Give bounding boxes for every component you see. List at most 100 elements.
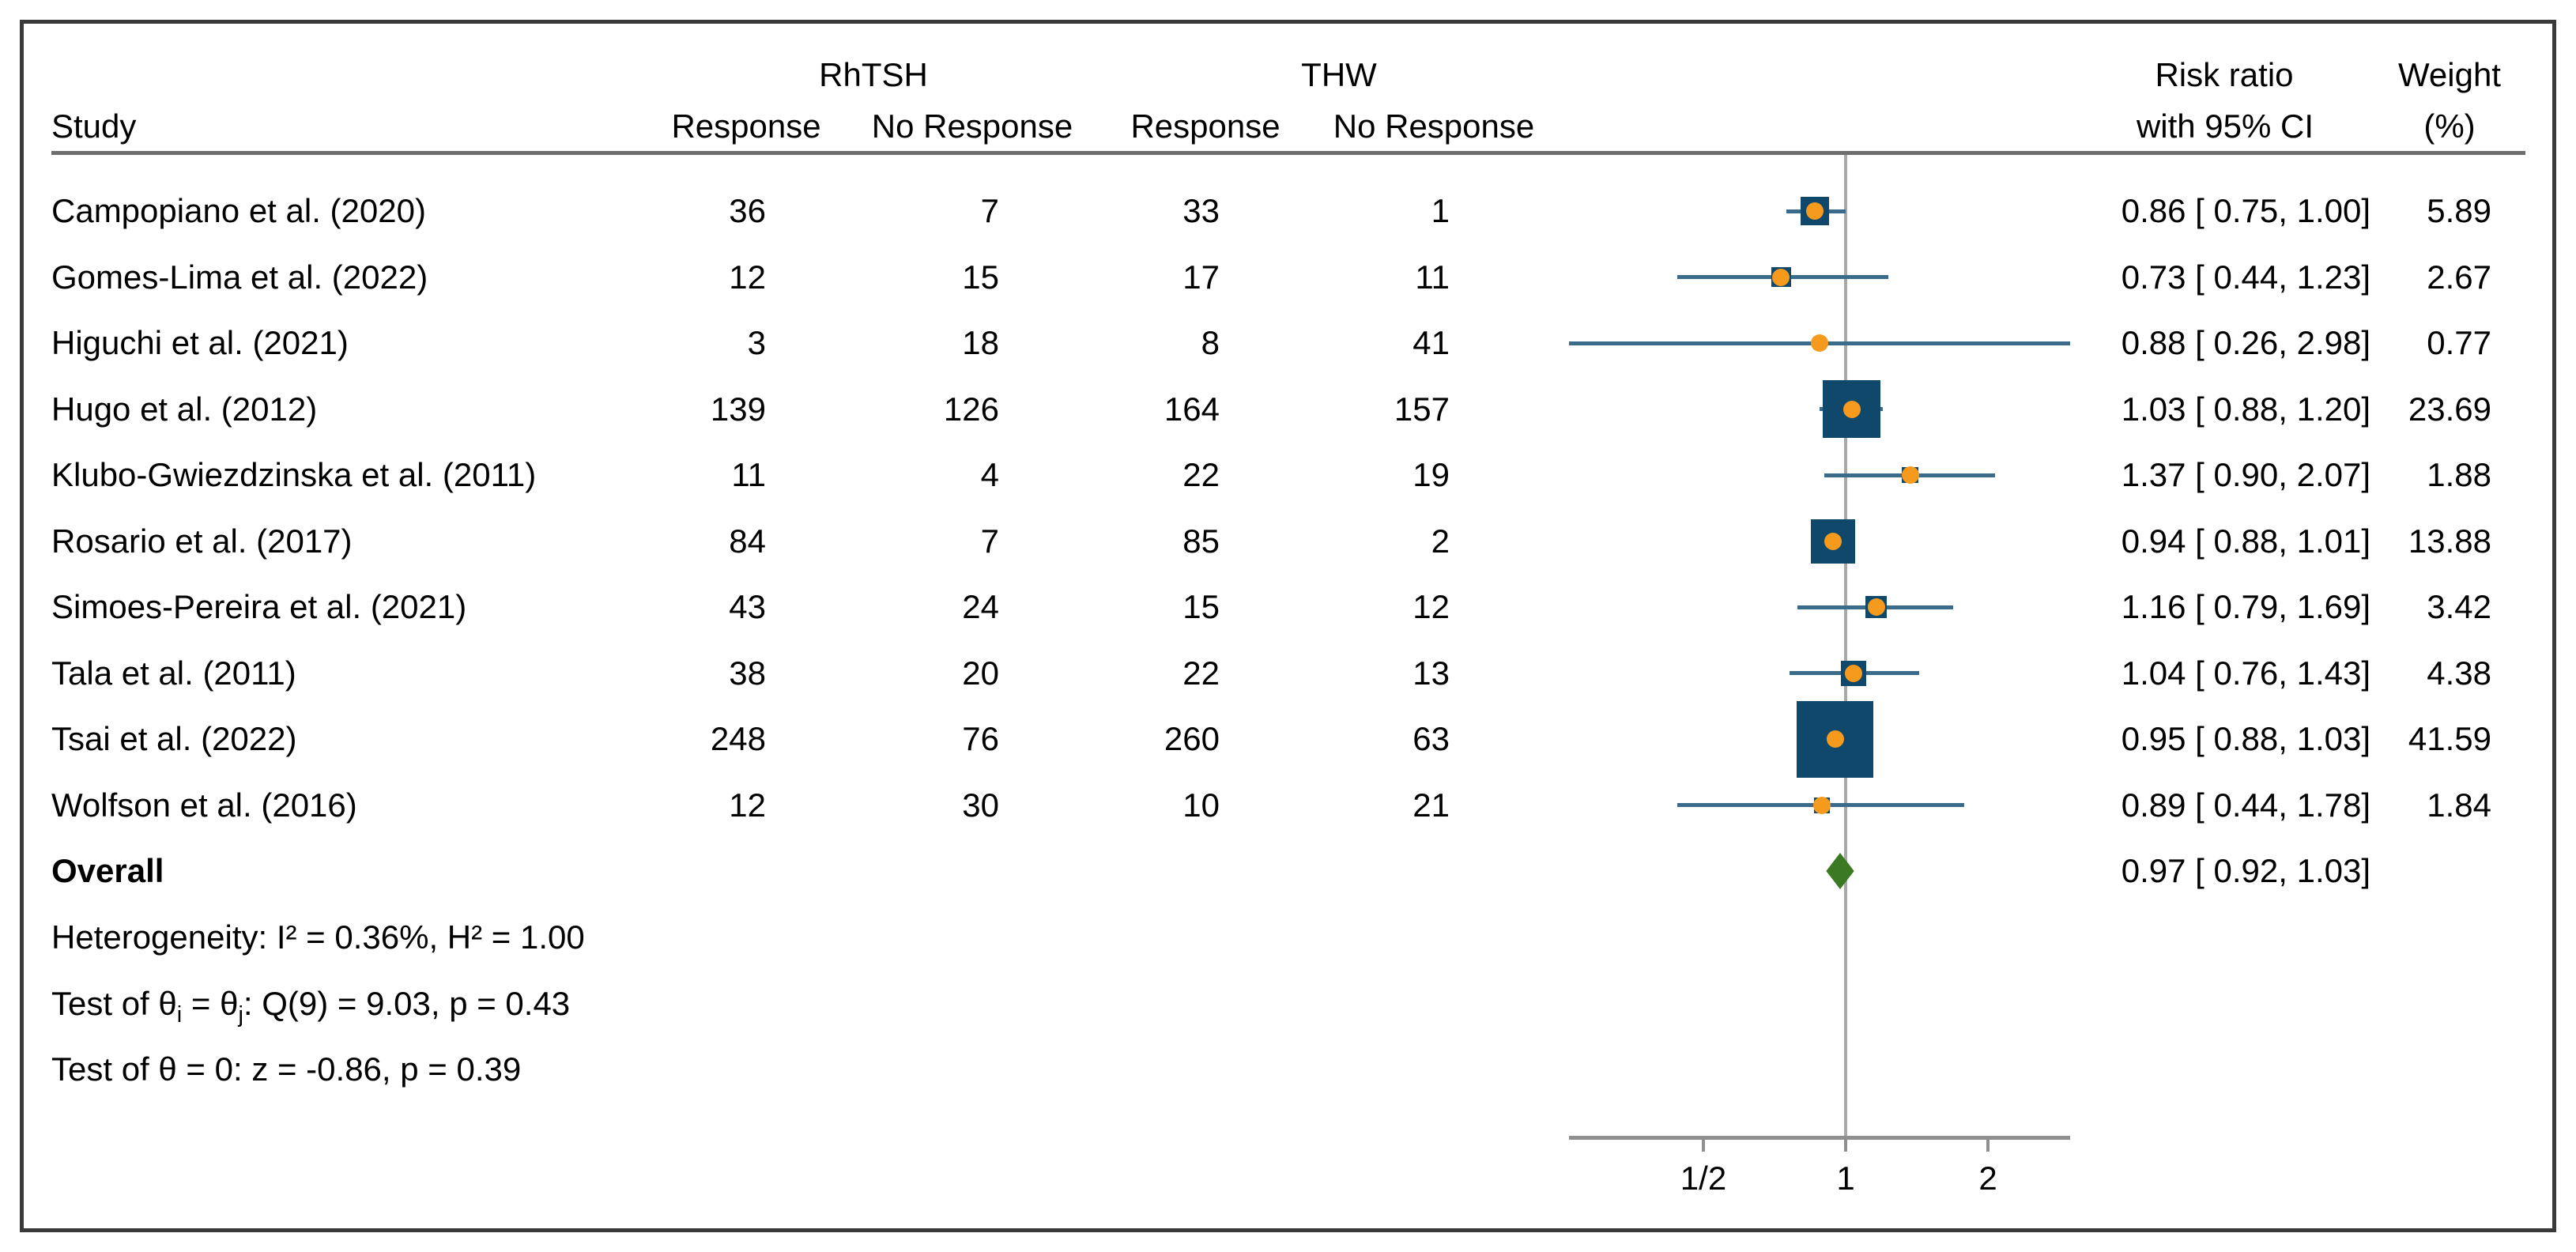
header-thw-response: Response	[1130, 107, 1280, 145]
point-estimate-dot	[1901, 466, 1919, 485]
study-name: Klubo-Gwiezdzinska et al. (2011)	[51, 456, 537, 494]
thw-no-response-count: 63	[1412, 720, 1450, 758]
thw-no-response-count: 19	[1412, 456, 1450, 494]
study-row: Tsai et al. (2022) 248 76 260 63 0.95 [ …	[0, 706, 2576, 772]
point-estimate-dot	[1842, 400, 1861, 418]
thw-no-response-count: 157	[1394, 390, 1450, 428]
weight-value: 13.88	[2408, 522, 2491, 560]
rhtsh-no-response-count: 18	[962, 324, 999, 362]
test-theta-part: Test of θ	[51, 985, 177, 1022]
study-row: Gomes-Lima et al. (2022) 12 15 17 11 0.7…	[0, 244, 2576, 311]
overall-row: Overall 0.97 [ 0.92, 1.03]	[0, 838, 2576, 904]
rhtsh-response-count: 139	[710, 390, 766, 428]
study-row: Campopiano et al. (2020) 36 7 33 1 0.86 …	[0, 178, 2576, 244]
point-estimate-dot	[1805, 202, 1824, 220]
test-theta-stat: Test of θi = θj: Q(9) = 9.03, p = 0.43	[51, 971, 570, 1037]
rhtsh-response-count: 43	[729, 588, 766, 626]
risk-ratio-ci: 0.95 [ 0.88, 1.03]	[2121, 720, 2370, 758]
risk-ratio-ci: 1.16 [ 0.79, 1.69]	[2121, 588, 2370, 626]
weight-value: 23.69	[2408, 390, 2491, 428]
thw-response-count: 22	[1182, 654, 1220, 692]
weight-value: 1.84	[2427, 786, 2491, 824]
rhtsh-no-response-count: 30	[962, 786, 999, 824]
thw-response-count: 164	[1164, 390, 1220, 428]
risk-ratio-ci: 0.86 [ 0.75, 1.00]	[2121, 192, 2370, 229]
point-estimate-dot	[1867, 598, 1885, 617]
test-theta-part: : Q(9) = 9.03, p = 0.43	[243, 985, 571, 1022]
header-rhtsh-no-response: No Response	[871, 107, 1073, 145]
figure-frame	[20, 20, 2556, 1232]
test-theta-subscript-i: i	[176, 1002, 183, 1028]
risk-ratio-ci: 0.73 [ 0.44, 1.23]	[2121, 258, 2370, 296]
study-row: Wolfson et al. (2016) 12 30 10 21 0.89 […	[0, 772, 2576, 839]
rhtsh-response-count: 12	[729, 258, 766, 296]
point-estimate-dot	[1826, 730, 1844, 749]
risk-ratio-ci: 1.03 [ 0.88, 1.20]	[2121, 390, 2370, 428]
study-row: Hugo et al. (2012) 139 126 164 157 1.03 …	[0, 376, 2576, 443]
thw-no-response-count: 1	[1431, 192, 1450, 229]
rhtsh-no-response-count: 4	[980, 456, 999, 494]
header-study: Study	[51, 107, 137, 145]
thw-response-count: 17	[1182, 258, 1220, 296]
rhtsh-no-response-count: 7	[980, 522, 999, 560]
rhtsh-response-count: 11	[731, 456, 766, 494]
reference-line	[1844, 155, 1847, 1136]
rhtsh-response-count: 248	[710, 720, 766, 758]
study-name: Tala et al. (2011)	[51, 654, 296, 692]
thw-response-count: 85	[1182, 522, 1220, 560]
risk-ratio-ci: 0.94 [ 0.88, 1.01]	[2121, 522, 2370, 560]
thw-no-response-count: 11	[1415, 258, 1450, 296]
study-name: Higuchi et al. (2021)	[51, 324, 349, 362]
test-theta-part: = θ	[182, 985, 239, 1022]
thw-no-response-count: 12	[1412, 588, 1450, 626]
weight-value: 41.59	[2408, 720, 2491, 758]
point-estimate-dot	[1812, 796, 1831, 814]
study-name: Tsai et al. (2022)	[51, 720, 297, 758]
thw-response-count: 260	[1164, 720, 1220, 758]
group-header-thw: THW	[1301, 56, 1377, 93]
tick-label-one: 1	[1836, 1160, 1855, 1197]
risk-ratio-ci: 1.04 [ 0.76, 1.43]	[2121, 654, 2370, 692]
rhtsh-no-response-count: 15	[962, 258, 999, 296]
study-row: Simoes-Pereira et al. (2021) 43 24 15 12…	[0, 574, 2576, 640]
risk-ratio-ci: 1.37 [ 0.90, 2.07]	[2121, 456, 2370, 494]
overall-label: Overall	[51, 852, 164, 889]
header-thw-no-response: No Response	[1333, 107, 1535, 145]
rhtsh-response-count: 36	[729, 192, 766, 229]
tick-label-two: 2	[1978, 1160, 1997, 1197]
rhtsh-no-response-count: 24	[962, 588, 999, 626]
thw-response-count: 8	[1201, 324, 1220, 362]
study-row: Rosario et al. (2017) 84 7 85 2 0.94 [ 0…	[0, 508, 2576, 575]
study-name: Campopiano et al. (2020)	[51, 192, 426, 229]
weight-value: 4.38	[2427, 654, 2491, 692]
test-theta-subscript-j: j	[238, 1002, 243, 1028]
point-estimate-dot	[1824, 532, 1842, 550]
rhtsh-response-count: 3	[747, 324, 766, 362]
study-name: Wolfson et al. (2016)	[51, 786, 357, 824]
rhtsh-response-count: 84	[729, 522, 766, 560]
risk-ratio-ci: 0.88 [ 0.26, 2.98]	[2121, 324, 2370, 362]
study-name: Hugo et al. (2012)	[51, 390, 318, 428]
x-axis-tick	[1702, 1140, 1705, 1152]
thw-no-response-count: 21	[1412, 786, 1450, 824]
weight-value: 5.89	[2427, 192, 2491, 229]
study-row: Higuchi et al. (2021) 3 18 8 41 0.88 [ 0…	[0, 310, 2576, 376]
risk-ratio-ci: 0.89 [ 0.44, 1.78]	[2121, 786, 2370, 824]
x-axis-tick	[1986, 1140, 1990, 1152]
header-rhtsh-response: Response	[671, 107, 821, 145]
thw-no-response-count: 2	[1431, 522, 1450, 560]
study-row: Tala et al. (2011) 38 20 22 13 1.04 [ 0.…	[0, 640, 2576, 707]
rhtsh-response-count: 12	[729, 786, 766, 824]
thw-no-response-count: 41	[1412, 324, 1450, 362]
header-weight-line2: (%)	[2423, 107, 2476, 145]
x-axis	[1569, 1136, 2070, 1140]
thw-response-count: 33	[1182, 192, 1220, 229]
weight-value: 3.42	[2427, 588, 2491, 626]
group-header-rhtsh: RhTSH	[819, 56, 928, 93]
header-risk-ratio-line2: with 95% CI	[2136, 107, 2314, 145]
header-weight-line1: Weight	[2398, 56, 2501, 93]
thw-response-count: 10	[1182, 786, 1220, 824]
point-estimate-dot	[1845, 664, 1863, 682]
rhtsh-no-response-count: 20	[962, 654, 999, 692]
